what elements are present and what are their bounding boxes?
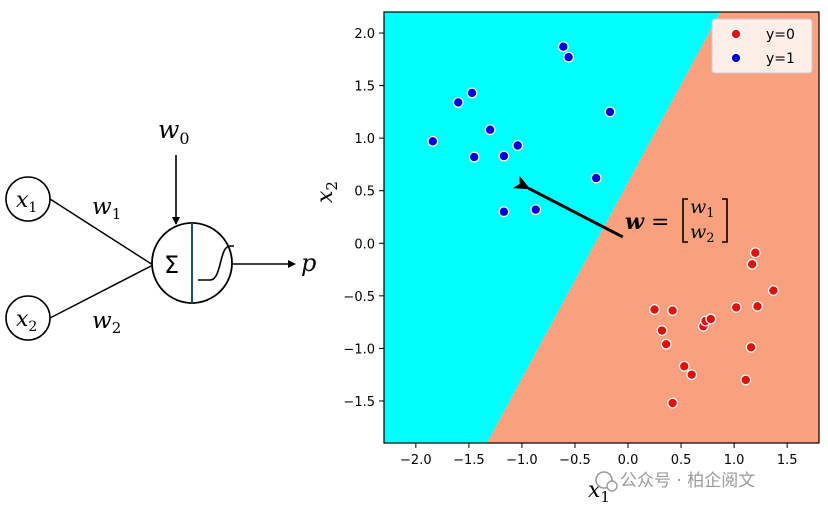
edge-x1-to-neuron xyxy=(49,198,154,266)
region-class0 xyxy=(486,12,819,443)
sigmoid-icon xyxy=(198,245,234,281)
weight-vector-equation: w = w1 w2 xyxy=(625,196,728,246)
point-y1-12 xyxy=(604,106,616,118)
x-tick-label-1: −1.5 xyxy=(453,453,485,468)
legend: y=0 y=1 xyxy=(711,18,813,74)
point-y0-4 xyxy=(667,397,678,409)
decision-boundary-plot: −2.0 −1.5 −1.0 −0.5 0.0 0.5 1.0 1.5 −1.5 −1.0 −0.5… xyxy=(313,11,820,506)
y-tick-label-0: −1.5 xyxy=(343,395,375,410)
input-node-x1-label: x1 xyxy=(16,188,37,216)
x-tick-label-7: 1.5 xyxy=(777,453,798,468)
x-tick-label-3: −0.5 xyxy=(559,453,591,468)
x-tick-label-4: 0.0 xyxy=(618,453,639,468)
watermark: 公众号 · 柏企阅文 xyxy=(595,471,755,492)
point-y0-3 xyxy=(660,338,672,350)
weight-w2-label: w2 xyxy=(92,308,121,337)
data-points xyxy=(427,41,779,409)
plot-frame xyxy=(383,11,820,444)
legend-box xyxy=(711,18,813,74)
point-y0-5 xyxy=(678,360,690,372)
input-node-x2-label: x2 xyxy=(16,307,37,335)
point-y0-14 xyxy=(749,247,761,259)
weight-w1-label: w1 xyxy=(92,194,121,223)
equation-lhs: w xyxy=(625,209,645,235)
weight-vector-arrow xyxy=(512,175,624,239)
matrix-entry-top: w1 xyxy=(690,196,715,221)
y-tick-label-7: 2.0 xyxy=(354,27,375,42)
legend-label-y1: y=1 xyxy=(766,51,795,67)
point-y1-7 xyxy=(512,140,524,151)
legend-marker-y0 xyxy=(730,28,742,40)
y-tick-label-2: −0.5 xyxy=(343,290,375,305)
legend-marker-y1 xyxy=(730,52,742,64)
point-y0-9 xyxy=(705,313,717,325)
wechat-icon xyxy=(595,471,613,489)
matrix-entry-bottom: w2 xyxy=(690,221,715,246)
point-y0-1 xyxy=(667,305,678,316)
region-class1 xyxy=(384,12,721,443)
y-tick-label-1: −1.0 xyxy=(343,342,375,357)
point-y0-12 xyxy=(745,341,757,353)
x-tick-label-2: −1.0 xyxy=(506,453,538,468)
point-y0-0 xyxy=(649,304,660,315)
x-tick-label-6: 1.0 xyxy=(724,453,745,468)
y-tick-label-4: 0.5 xyxy=(354,185,375,200)
axis-ticks: −2.0 −1.5 −1.0 −0.5 0.0 0.5 1.0 1.5 −1.5 −1.0 −0.5… xyxy=(343,27,797,468)
y-tick-label-6: 1.5 xyxy=(354,80,375,95)
point-y1-1 xyxy=(452,97,464,108)
matrix-bracket-left xyxy=(682,198,688,243)
bias-w0-label: w0 xyxy=(158,115,190,148)
x-axis-label: x1 xyxy=(588,478,610,506)
output-label: p xyxy=(301,249,316,277)
wechat-icon-small xyxy=(606,480,618,492)
point-y1-2 xyxy=(466,87,478,99)
point-y0-11 xyxy=(740,374,752,386)
point-y1-8 xyxy=(530,204,542,216)
x-tick-label-0: −2.0 xyxy=(400,453,432,468)
edge-x2-to-neuron xyxy=(49,264,154,319)
watermark-text: 公众号 · 柏企阅文 xyxy=(620,471,755,491)
equation-equals: = xyxy=(651,210,669,235)
point-y1-9 xyxy=(557,41,569,53)
y-tick-label-5: 1.0 xyxy=(354,132,375,147)
point-y1-4 xyxy=(484,124,496,136)
point-y1-0 xyxy=(427,135,439,147)
point-y0-10 xyxy=(730,301,742,313)
point-y1-6 xyxy=(498,206,510,218)
point-y1-10 xyxy=(563,51,575,63)
point-y0-6 xyxy=(686,369,698,381)
point-y0-15 xyxy=(752,300,763,312)
point-y0-13 xyxy=(746,258,758,270)
point-y1-3 xyxy=(468,151,480,163)
y-axis-label: x2 xyxy=(313,181,341,203)
point-y1-11 xyxy=(590,172,602,184)
y-tick-label-3: 0.0 xyxy=(354,237,375,252)
x-tick-label-5: 0.5 xyxy=(671,453,692,468)
sum-symbol: Σ xyxy=(164,251,179,279)
point-y1-5 xyxy=(498,150,510,162)
matrix-bracket-right xyxy=(722,198,728,243)
point-y0-16 xyxy=(767,285,779,296)
legend-label-y0: y=0 xyxy=(766,27,795,43)
point-y0-2 xyxy=(656,325,668,336)
neuron-diagram: x1 x2 w1 w2 w0 Σ p xyxy=(5,115,316,341)
